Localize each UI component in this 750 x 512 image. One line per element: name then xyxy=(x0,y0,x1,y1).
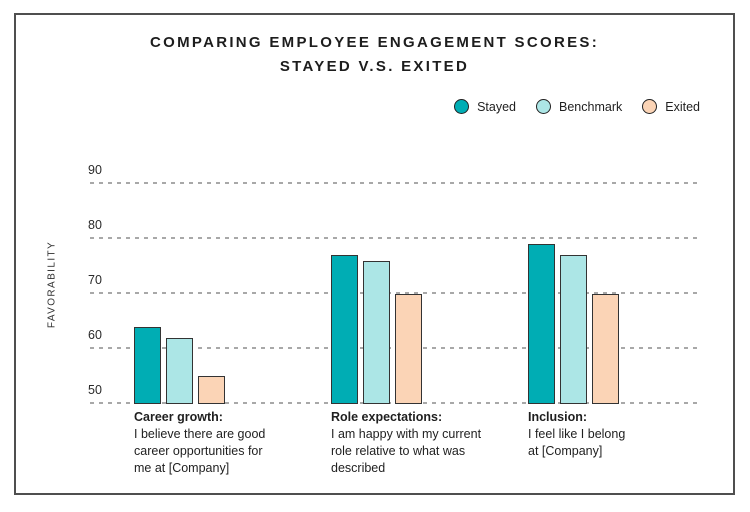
bar-career-growth-stayed xyxy=(134,327,161,404)
y-tick-70: 70 xyxy=(88,273,102,287)
bar-role-expectations-benchmark xyxy=(363,261,390,404)
chart-title-line2: STAYED V.S. EXITED xyxy=(279,58,470,75)
y-tick-80: 80 xyxy=(88,218,102,232)
legend-label: Stayed xyxy=(477,99,517,114)
bar-inclusion-benchmark xyxy=(560,255,587,404)
y-tick-60: 60 xyxy=(88,328,102,342)
legend-swatch-benchmark xyxy=(536,99,552,114)
legend: Stayed Benchmark Exited xyxy=(454,99,700,114)
legend-item-benchmark: Benchmark xyxy=(536,99,622,114)
bar-inclusion-stayed xyxy=(528,244,555,404)
category-question: I believe there are good career opportun… xyxy=(134,427,266,475)
category-label-role-expectations: Role expectations: I am happy with my cur… xyxy=(331,409,526,477)
gridline-70 xyxy=(90,292,697,294)
y-tick-90: 90 xyxy=(88,163,102,177)
bar-role-expectations-stayed xyxy=(331,255,358,404)
gridline-90 xyxy=(90,182,697,184)
category-name: Role expectations: xyxy=(331,410,443,424)
bar-role-expectations-exited xyxy=(395,294,422,404)
category-label-career-growth: Career growth: I believe there are good c… xyxy=(134,409,329,477)
bar-career-growth-exited xyxy=(198,376,225,404)
legend-item-exited: Exited xyxy=(642,99,700,114)
y-axis-label: FAVORABILITY xyxy=(46,240,58,329)
gridline-50 xyxy=(90,402,697,404)
legend-swatch-exited xyxy=(642,99,658,114)
gridline-80 xyxy=(90,237,697,239)
legend-label: Benchmark xyxy=(559,99,623,114)
page-title: COMPARING EMPLOYEE ENGAGEMENT SCORES: ST… xyxy=(16,31,733,79)
legend-swatch-stayed xyxy=(454,99,470,114)
legend-item-stayed: Stayed xyxy=(454,99,516,114)
chart-title-line1: COMPARING EMPLOYEE ENGAGEMENT SCORES: xyxy=(149,34,600,51)
legend-label: Exited xyxy=(665,99,700,114)
bar-career-growth-benchmark xyxy=(166,338,193,404)
category-name: Career growth: xyxy=(134,410,223,424)
chart-frame: COMPARING EMPLOYEE ENGAGEMENT SCORES: ST… xyxy=(14,13,735,495)
category-label-inclusion: Inclusion: I feel like I belong at [Compa… xyxy=(528,409,723,460)
category-name: Inclusion: xyxy=(528,410,588,424)
bar-inclusion-exited xyxy=(592,294,619,404)
gridline-60 xyxy=(90,347,697,349)
y-tick-50: 50 xyxy=(88,383,102,397)
category-question: I am happy with my current role relative… xyxy=(331,427,482,475)
category-question: I feel like I belong at [Company] xyxy=(528,427,626,458)
